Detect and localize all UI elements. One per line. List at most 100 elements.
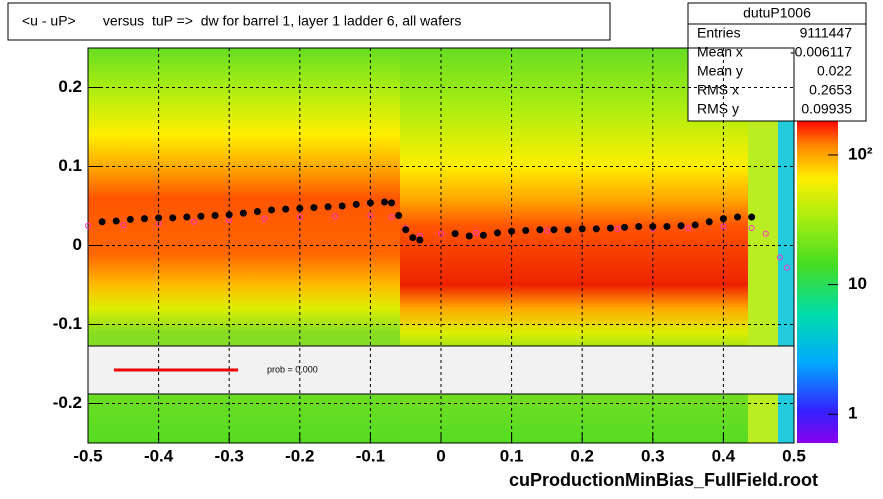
y-tick-label: 0.2 xyxy=(58,77,82,96)
z-tick-label: 10 xyxy=(848,274,867,293)
data-point xyxy=(762,230,769,237)
x-tick-label: 0.2 xyxy=(570,446,594,465)
data-point xyxy=(451,230,459,238)
stats-label: Mean y xyxy=(697,63,743,79)
data-point xyxy=(438,230,444,237)
data-point xyxy=(126,215,134,223)
title-box xyxy=(7,2,611,41)
data-point xyxy=(614,225,621,232)
data-point xyxy=(416,236,424,244)
data-point xyxy=(239,209,247,217)
z-tick-label: 1 xyxy=(848,404,857,423)
data-point xyxy=(536,226,544,234)
data-point xyxy=(253,208,261,216)
y-tick-label: -0.2 xyxy=(53,393,82,412)
data-point xyxy=(120,221,127,228)
data-point xyxy=(211,211,219,219)
stats-label: RMS x xyxy=(697,82,739,98)
data-point xyxy=(508,227,516,235)
data-point xyxy=(112,217,120,225)
data-point xyxy=(465,232,473,240)
stats-value: 0.022 xyxy=(817,63,852,79)
data-point xyxy=(479,231,487,239)
data-point xyxy=(296,214,303,221)
data-point xyxy=(352,200,360,208)
stats-value: 0.09935 xyxy=(801,101,852,117)
y-tick-label: 0 xyxy=(73,235,82,254)
x-tick-label: -0.5 xyxy=(73,446,102,465)
data-point xyxy=(332,213,339,220)
data-point xyxy=(705,218,713,226)
plot-frame xyxy=(87,47,795,444)
stats-title: dutuP1006 xyxy=(743,5,811,21)
data-point xyxy=(395,211,403,219)
z-tick-label: 10² xyxy=(848,144,873,163)
data-point xyxy=(261,215,268,222)
data-point xyxy=(748,225,755,232)
data-point xyxy=(225,211,233,219)
chart-title: <u - uP> versus tuP => dw for barrel 1, … xyxy=(22,13,461,29)
data-point xyxy=(550,226,558,234)
data-point xyxy=(592,225,600,233)
data-point xyxy=(85,222,91,229)
data-point xyxy=(493,229,501,237)
data-point xyxy=(183,213,191,221)
data-point xyxy=(543,227,550,234)
stats-value: 0.2653 xyxy=(809,82,852,98)
data-point xyxy=(402,226,410,234)
x-tick-label: 0.5 xyxy=(782,446,806,465)
y-tick-label: -0.1 xyxy=(53,314,82,333)
data-point xyxy=(635,223,643,231)
stats-value: 9111447 xyxy=(800,25,853,41)
data-point xyxy=(388,214,395,221)
data-point xyxy=(282,205,290,213)
x-tick-label: -0.4 xyxy=(144,446,174,465)
x-tick-label: 0.1 xyxy=(500,446,524,465)
data-point xyxy=(409,234,417,242)
data-point xyxy=(338,202,346,210)
stats-label: RMS y xyxy=(697,101,739,117)
x-tick-label: 0 xyxy=(436,446,445,465)
data-point xyxy=(677,222,685,230)
data-point xyxy=(685,225,692,232)
data-point xyxy=(719,215,727,223)
stats-label: Entries xyxy=(697,25,741,41)
stats-label: Mean x xyxy=(697,44,743,60)
data-point xyxy=(621,223,629,231)
x-tick-label: -0.2 xyxy=(285,446,314,465)
data-point xyxy=(473,229,480,236)
data-point xyxy=(578,225,586,233)
data-point xyxy=(388,199,396,207)
data-point xyxy=(734,213,742,221)
data-point xyxy=(155,214,163,222)
x-tick-label: -0.3 xyxy=(215,446,244,465)
data-point xyxy=(691,221,699,229)
data-point xyxy=(649,223,657,231)
data-point xyxy=(140,215,148,223)
data-point xyxy=(296,204,304,212)
data-point xyxy=(310,204,318,212)
color-scale xyxy=(797,120,838,443)
data-point xyxy=(98,218,106,226)
stats-box xyxy=(687,2,867,122)
data-point xyxy=(197,212,205,220)
data-point xyxy=(720,223,727,230)
data-point xyxy=(367,212,374,219)
fit-label: prob = 0.000 xyxy=(267,364,318,374)
x-tick-label: -0.1 xyxy=(356,446,385,465)
data-point xyxy=(381,198,389,206)
data-point xyxy=(564,226,572,234)
data-point xyxy=(366,199,374,207)
stats-value: -0.006117 xyxy=(790,44,852,60)
footer: cuProductionMinBias_FullField.root xyxy=(509,470,818,490)
data-point xyxy=(169,214,177,222)
data-point xyxy=(776,254,783,261)
data-point xyxy=(522,226,530,234)
data-point xyxy=(324,203,332,211)
data-point xyxy=(268,206,276,214)
data-point xyxy=(663,223,671,231)
data-point xyxy=(190,218,197,225)
data-point xyxy=(606,224,614,232)
y-tick-label: 0.1 xyxy=(58,156,82,175)
